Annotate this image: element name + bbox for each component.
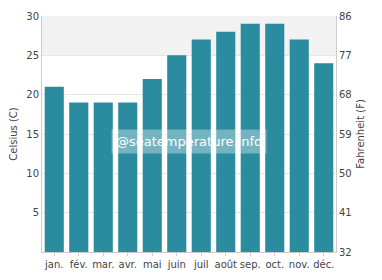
svg-text:25: 25 bbox=[26, 50, 39, 61]
svg-text:@seatemperature.info: @seatemperature.info bbox=[116, 134, 262, 149]
svg-text:41: 41 bbox=[339, 207, 352, 218]
svg-text:Celsius (C): Celsius (C) bbox=[8, 107, 19, 161]
svg-text:mai: mai bbox=[143, 259, 162, 270]
svg-text:5: 5 bbox=[33, 207, 39, 218]
svg-text:68: 68 bbox=[339, 89, 352, 100]
svg-text:jan.: jan. bbox=[44, 259, 63, 270]
svg-text:juin: juin bbox=[167, 259, 186, 270]
svg-text:mar.: mar. bbox=[92, 259, 114, 270]
svg-text:déc.: déc. bbox=[313, 259, 334, 270]
svg-text:fév.: fév. bbox=[70, 259, 88, 270]
svg-text:20: 20 bbox=[26, 89, 39, 100]
svg-text:août: août bbox=[214, 259, 237, 270]
svg-text:59: 59 bbox=[339, 129, 352, 140]
svg-text:86: 86 bbox=[339, 11, 352, 22]
svg-text:juil: juil bbox=[193, 259, 209, 270]
svg-text:10: 10 bbox=[26, 168, 39, 179]
svg-text:sep.: sep. bbox=[240, 259, 261, 270]
svg-text:32: 32 bbox=[339, 247, 352, 258]
svg-text:30: 30 bbox=[26, 11, 39, 22]
svg-text:oct.: oct. bbox=[265, 259, 284, 270]
svg-text:avr.: avr. bbox=[119, 259, 137, 270]
svg-text:50: 50 bbox=[339, 168, 352, 179]
svg-text:77: 77 bbox=[339, 50, 352, 61]
svg-text:Fahrenheit (F): Fahrenheit (F) bbox=[355, 99, 366, 169]
svg-text:15: 15 bbox=[26, 129, 39, 140]
svg-text:nov.: nov. bbox=[289, 259, 310, 270]
